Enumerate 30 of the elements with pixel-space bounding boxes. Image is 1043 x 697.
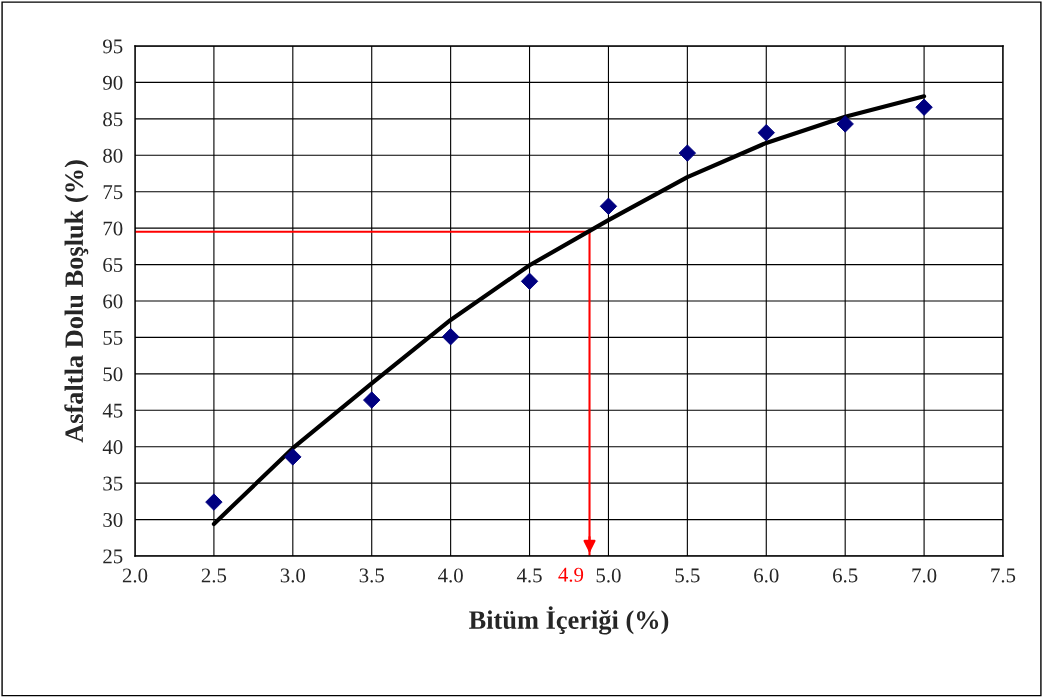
x-tick-label: 2.5 <box>201 568 227 583</box>
y-tick-label: 95 <box>103 39 123 54</box>
x-tick-label: 6.0 <box>754 568 779 583</box>
y-tick-label: 50 <box>103 367 123 382</box>
y-tick-label: 70 <box>103 221 123 236</box>
x-tick-label: 3.5 <box>359 568 384 583</box>
y-tick-label: 40 <box>102 440 123 455</box>
x-tick-label: 5.0 <box>596 568 621 583</box>
y-tick-label: 60 <box>103 294 123 309</box>
y-tick-label: 45 <box>102 403 123 418</box>
x-tick-label: 7.5 <box>991 568 1016 583</box>
y-tick-label: 25 <box>103 549 123 564</box>
x-tick-label: 3.0 <box>280 568 306 583</box>
x-tick-label: 7.0 <box>912 568 937 583</box>
y-tick-label: 90 <box>103 75 123 90</box>
y-tick-label: 75 <box>103 185 123 200</box>
x-tick-label: 4.5 <box>516 568 542 583</box>
y-tick-label: 65 <box>103 258 123 272</box>
x-tick-label: 5.5 <box>675 568 700 583</box>
x-tick-label: 4.0 <box>438 568 463 583</box>
y-tick-label: 85 <box>103 112 123 127</box>
x-axis-title: Bitüm İçeriği (%) <box>469 606 669 635</box>
legend-label: 4.9 <box>558 567 584 582</box>
y-tick-label: 55 <box>103 331 123 345</box>
y-tick-label: 80 <box>103 148 123 163</box>
x-tick-label: 6.5 <box>833 568 858 583</box>
y-tick-label: 35 <box>103 476 123 491</box>
y-axis-title: Asfaltla Dolu Boşluk (%) <box>64 160 89 443</box>
x-tick-label: 2.0 <box>122 568 148 583</box>
y-tick-label: 30 <box>103 512 123 527</box>
